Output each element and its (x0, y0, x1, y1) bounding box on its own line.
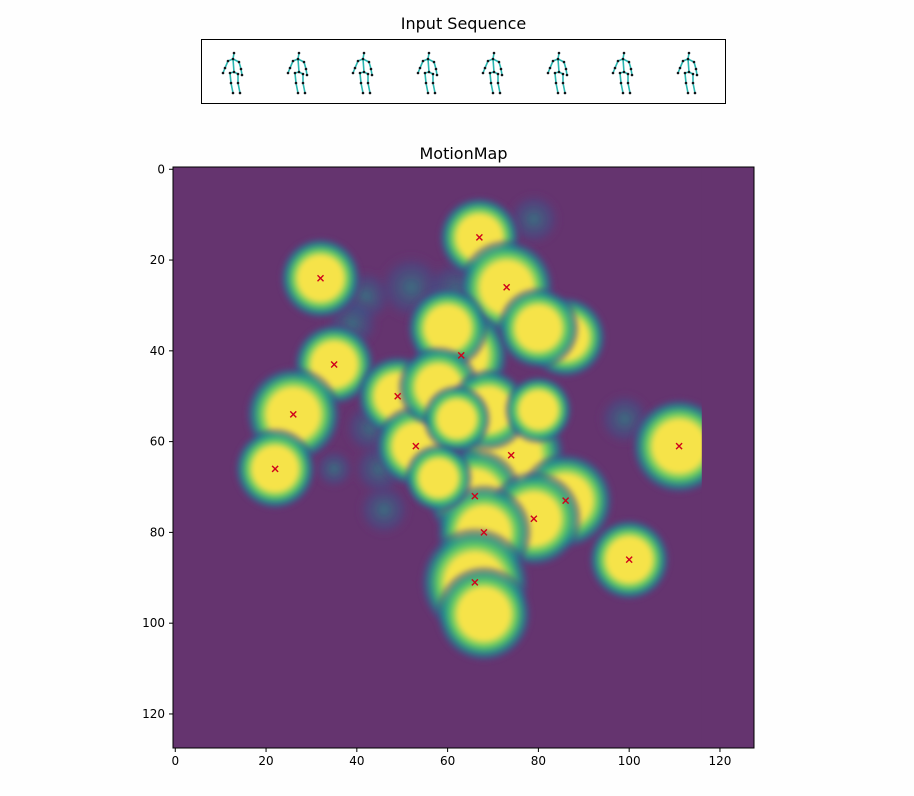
peak-marker (675, 442, 683, 450)
peak-marker (507, 451, 515, 459)
heatmap-faint-blob (312, 447, 356, 491)
skeleton-frame (416, 51, 439, 95)
peak-marker (394, 392, 402, 400)
peak-marker (625, 556, 633, 564)
x-tick-label: 100 (618, 754, 641, 768)
y-tick-label: 60 (150, 435, 165, 449)
x-tick-label: 40 (349, 754, 364, 768)
y-tick-label: 80 (150, 525, 165, 539)
peak-marker (271, 465, 279, 473)
peak-marker (289, 410, 297, 418)
peak-marker (475, 233, 483, 241)
x-tick-label: 0 (171, 754, 179, 768)
y-tick-label: 40 (150, 344, 165, 358)
skeleton-frame (286, 51, 309, 95)
plot-frame (172, 166, 755, 749)
sequence-title: Input Sequence (400, 14, 527, 33)
x-tick-label: 120 (709, 754, 732, 768)
peak-marker (503, 283, 511, 291)
skeleton-frame (481, 51, 504, 95)
peak-marker (412, 442, 420, 450)
peak-marker (330, 360, 338, 368)
skeleton-frame (676, 51, 699, 95)
map-title: MotionMap (419, 144, 508, 163)
input-sequence-panel (201, 39, 726, 104)
x-tick-label: 60 (440, 754, 455, 768)
heatmap-blob (496, 285, 581, 371)
skeleton-frame (221, 51, 244, 95)
peak-marker (471, 578, 479, 586)
heatmap-blob (503, 374, 574, 446)
peak-marker (480, 528, 488, 536)
x-tick-label: 80 (531, 754, 546, 768)
peak-marker (471, 492, 479, 500)
peak-marker (562, 497, 570, 505)
x-tick-label: 20 (258, 754, 273, 768)
axes: 0 20 40 60 80 100 120 0 20 40 60 80 100 120 (142, 162, 755, 768)
peak-marker (317, 274, 325, 282)
y-tick-label: 120 (142, 707, 165, 721)
y-tick-label: 20 (150, 253, 165, 267)
heatmap-plot-area (173, 167, 754, 748)
y-tick-label: 100 (142, 616, 165, 630)
skeleton-frame (351, 51, 374, 95)
y-tick-label: 0 (157, 162, 165, 176)
heatmap-blob (434, 564, 534, 664)
skeleton-frames (221, 51, 699, 95)
peak-marker (530, 515, 538, 523)
peak-marker (457, 351, 465, 359)
skeleton-frame (611, 51, 634, 95)
skeleton-frame (546, 51, 569, 95)
heatmap-blob (421, 383, 492, 455)
heatmap-blob (403, 442, 474, 514)
